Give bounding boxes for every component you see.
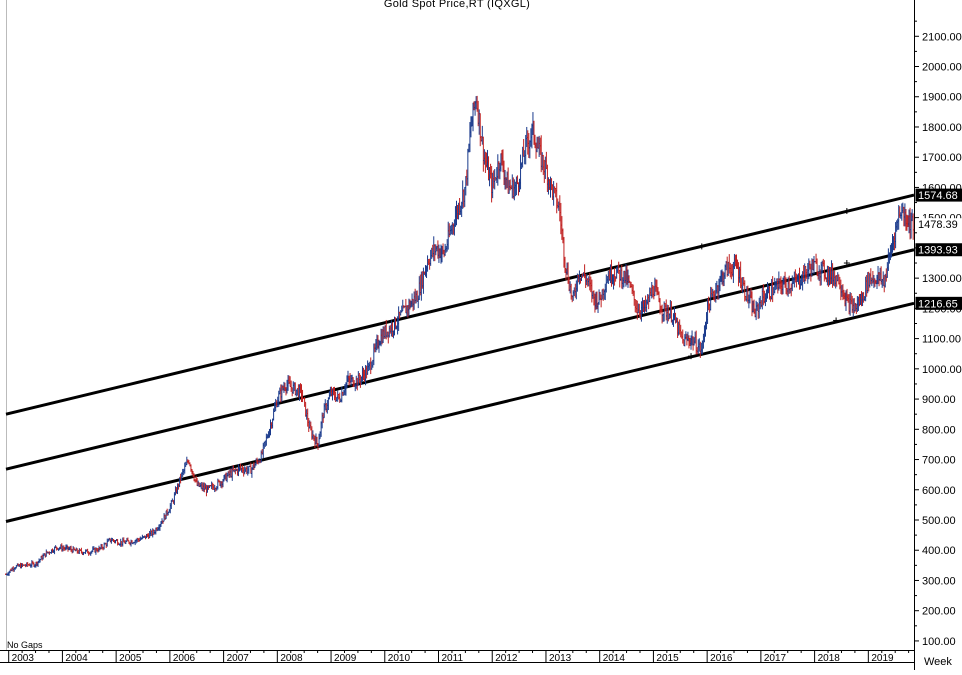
channel-price-label-box (915, 296, 962, 310)
timeframe-label[interactable]: Week (924, 656, 952, 668)
y-tick-label: 600.00 (922, 485, 956, 497)
no-gaps-label: No Gaps (7, 640, 43, 650)
x-tick-label: 2010 (388, 653, 411, 664)
x-tick-label: 2008 (280, 653, 303, 664)
channel-price-label: 1574.68 (918, 190, 958, 202)
channel-price-label: 1393.93 (918, 245, 958, 257)
x-tick-label: 2013 (549, 653, 572, 664)
x-tick-label: 2011 (442, 653, 464, 664)
last-price-label: 1478.39 (918, 219, 958, 231)
y-tick-label: 900.00 (922, 394, 956, 406)
chart-title: Gold Spot Price,RT (IQXGL) (383, 0, 531, 10)
y-tick-label: 500.00 (922, 515, 956, 527)
x-tick-label: 2015 (656, 653, 679, 664)
y-tick-label: 1000.00 (922, 364, 962, 376)
channel-price-label-box (915, 188, 962, 202)
x-tick-label: 2018 (818, 653, 841, 664)
y-tick-label: 100.00 (922, 636, 956, 648)
y-tick-label: 200.00 (922, 606, 956, 618)
x-tick-label: 2003 (12, 653, 35, 664)
last-price-label-box (916, 218, 962, 231)
channel-line (5, 301, 915, 523)
x-tick-label: 2014 (603, 653, 626, 664)
x-tick-label: 2016 (710, 653, 733, 664)
y-tick-label: 700.00 (922, 455, 956, 467)
y-tick-label: 2000.00 (922, 62, 962, 74)
y-tick-label: 1900.00 (922, 92, 962, 104)
y-tick-label: 300.00 (922, 575, 956, 587)
x-tick-label: 2004 (65, 653, 88, 664)
x-tick-label: 2005 (119, 653, 142, 664)
y-tick-label: 1800.00 (922, 122, 962, 134)
x-tick-label: 2017 (764, 653, 787, 664)
y-tick-label: 800.00 (922, 424, 956, 436)
channel-line (5, 193, 915, 416)
y-tick-label: 2100.00 (922, 31, 962, 43)
channel-price-label: 1216.65 (918, 298, 958, 310)
x-tick-label: 2007 (227, 653, 250, 664)
y-tick-label: 1100.00 (922, 334, 961, 346)
x-tick-label: 2012 (495, 653, 518, 664)
price-series (5, 95, 915, 576)
y-tick-label: 1300.00 (922, 273, 962, 285)
x-tick-label: 2006 (173, 653, 196, 664)
channel-price-label-box (915, 243, 962, 257)
x-tick-label: 2019 (871, 653, 894, 664)
y-tick-label: 1700.00 (922, 152, 962, 164)
x-tick-label: 2009 (334, 653, 357, 664)
channel-line (5, 248, 915, 471)
y-tick-label: 400.00 (922, 545, 956, 557)
